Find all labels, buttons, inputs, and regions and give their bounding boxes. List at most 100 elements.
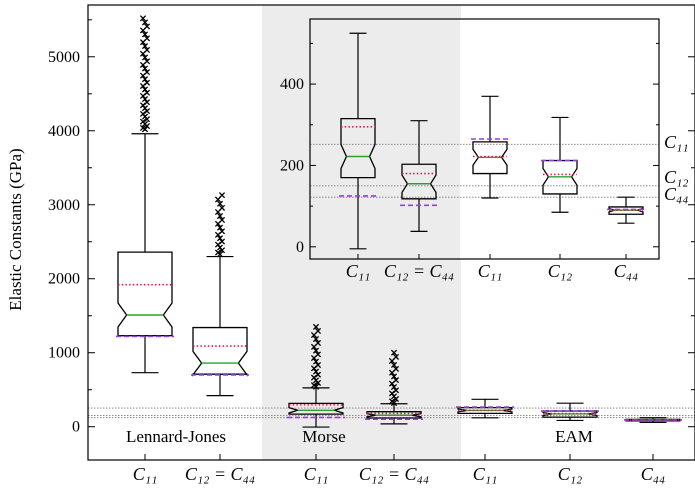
- ytick-label-1: 1000: [48, 345, 80, 362]
- main-outlier-1-9: [216, 224, 224, 231]
- main-outlier-0-32: [143, 23, 151, 30]
- main-outlier-3-8: [392, 377, 400, 384]
- inset-box-2: [471, 95, 509, 199]
- main-outlier-1-5: [218, 238, 226, 245]
- main-outlier-3-6: [390, 383, 398, 391]
- main-outlier-3-5: [392, 387, 400, 394]
- inset-morse-shaded-region: [310, 19, 460, 259]
- main-outlier-0-18: [141, 76, 149, 83]
- xtick-label-0: C₁₁: [133, 464, 158, 484]
- main-outlier-0-34: [139, 15, 147, 22]
- main-box-body-5: [542, 410, 598, 418]
- xtick-label-3: C₁₂ = C₄₄: [359, 464, 429, 484]
- main-box-body-2: [288, 402, 344, 415]
- main-outlier-0-21: [141, 65, 149, 72]
- main-box-body-1: [192, 326, 248, 377]
- main-outlier-2-18: [312, 323, 320, 330]
- group-label-eam: EAM: [555, 427, 593, 446]
- xtick-label-4: C₁₁: [473, 464, 498, 484]
- main-box-body-4: [457, 406, 513, 415]
- inset-xtick-label-1: C₁₂ = C₄₄: [384, 261, 454, 281]
- main-outlier-2-14: [314, 339, 322, 347]
- main-outlier-0-24: [141, 54, 149, 61]
- main-outlier-3-12: [390, 361, 398, 369]
- main-outlier-3-1: [388, 398, 396, 405]
- main-outlier-0-12: [141, 96, 149, 103]
- inset-ytick-label-2: 400: [280, 76, 304, 93]
- main-outlier-1-17: [218, 192, 226, 199]
- ytick-label-3: 3000: [48, 197, 80, 214]
- main-outlier-2-6: [312, 368, 320, 375]
- inset-box-body-4: [608, 206, 644, 215]
- main-outlier-2-12: [312, 347, 320, 354]
- main-outlier-0-14: [143, 89, 151, 96]
- inset-box-1: [400, 120, 438, 232]
- inset-xtick-label-3: C₁₂: [548, 261, 573, 281]
- main-outlier-1-3: [216, 244, 224, 251]
- main-outlier-1-15: [216, 200, 224, 207]
- ytick-label-5: 5000: [48, 49, 80, 66]
- inset-ytick-label-0: 0: [296, 239, 304, 256]
- main-outlier-0-30: [141, 31, 149, 38]
- main-box-body-3: [366, 411, 422, 419]
- main-outlier-2-17: [314, 327, 322, 335]
- main-outlier-2-5: [314, 371, 322, 378]
- main-outlier-0-1: [139, 124, 147, 132]
- main-outlier-0-10: [139, 102, 147, 109]
- main-outlier-0-7: [139, 110, 147, 117]
- xtick-label-1: C₁₂ = C₄₄: [185, 464, 255, 484]
- main-outlier-0-33: [141, 19, 149, 26]
- inset-box-4: [607, 196, 645, 224]
- main-outlier-0-15: [141, 86, 149, 93]
- inset-box-body-0: [340, 118, 376, 179]
- inset-xtick-label-4: C₄₄: [614, 261, 639, 281]
- main-outlier-0-9: [141, 105, 149, 112]
- xtick-label-6: C₄₄: [641, 464, 666, 484]
- reference-label-c11: C₁₁: [664, 132, 689, 152]
- main-outlier-0-4: [139, 118, 147, 125]
- main-outlier-0-23: [143, 58, 151, 65]
- main-outlier-3-11: [392, 365, 400, 372]
- inset-box-body-3: [542, 159, 578, 195]
- main-outlier-2-9: [312, 358, 320, 365]
- main-outlier-2-8: [314, 361, 322, 369]
- ytick-label-0: 0: [72, 419, 80, 436]
- main-outlier-2-11: [314, 351, 322, 358]
- ytick-label-4: 4000: [48, 123, 80, 140]
- main-outlier-3-14: [392, 353, 400, 360]
- plot-frame: [87, 4, 695, 461]
- main-box-1: [191, 192, 249, 397]
- group-label-morse: Morse: [302, 427, 345, 446]
- main-outlier-0-29: [143, 35, 151, 42]
- main-box-3: [365, 349, 423, 425]
- y-axis-label: Elastic Constants (GPa): [6, 148, 25, 310]
- main-outlier-1-8: [218, 228, 226, 235]
- main-outlier-3-9: [390, 373, 398, 380]
- main-outlier-1-11: [218, 216, 226, 224]
- main-outlier-2-15: [312, 335, 320, 343]
- xtick-label-5: C₁₂: [558, 464, 583, 484]
- inset-box-3: [541, 116, 579, 213]
- main-box-0: [116, 15, 174, 374]
- main-box-2: [287, 323, 345, 428]
- inset-box-0: [339, 32, 377, 250]
- main-box-6: [624, 417, 682, 424]
- main-outlier-2-1: [310, 382, 318, 389]
- inset-box-body-2: [472, 141, 508, 175]
- main-outlier-2-4: [310, 374, 318, 381]
- inset-xtick-label-0: C₁₁: [346, 261, 371, 281]
- inset-box-body-1: [401, 163, 437, 200]
- xtick-label-2: C₁₁: [304, 464, 329, 484]
- main-box-4: [456, 398, 514, 419]
- inset-xtick-label-2: C₁₁: [478, 261, 503, 281]
- main-outlier-1-6: [216, 235, 224, 242]
- main-outlier-0-26: [143, 46, 151, 53]
- main-outlier-0-27: [141, 43, 149, 50]
- main-outlier-1-1: [214, 249, 222, 256]
- inset-frame: [309, 18, 660, 260]
- main-box-5: [541, 402, 599, 422]
- main-outlier-0-20: [143, 69, 151, 76]
- main-outlier-1-12: [216, 212, 224, 220]
